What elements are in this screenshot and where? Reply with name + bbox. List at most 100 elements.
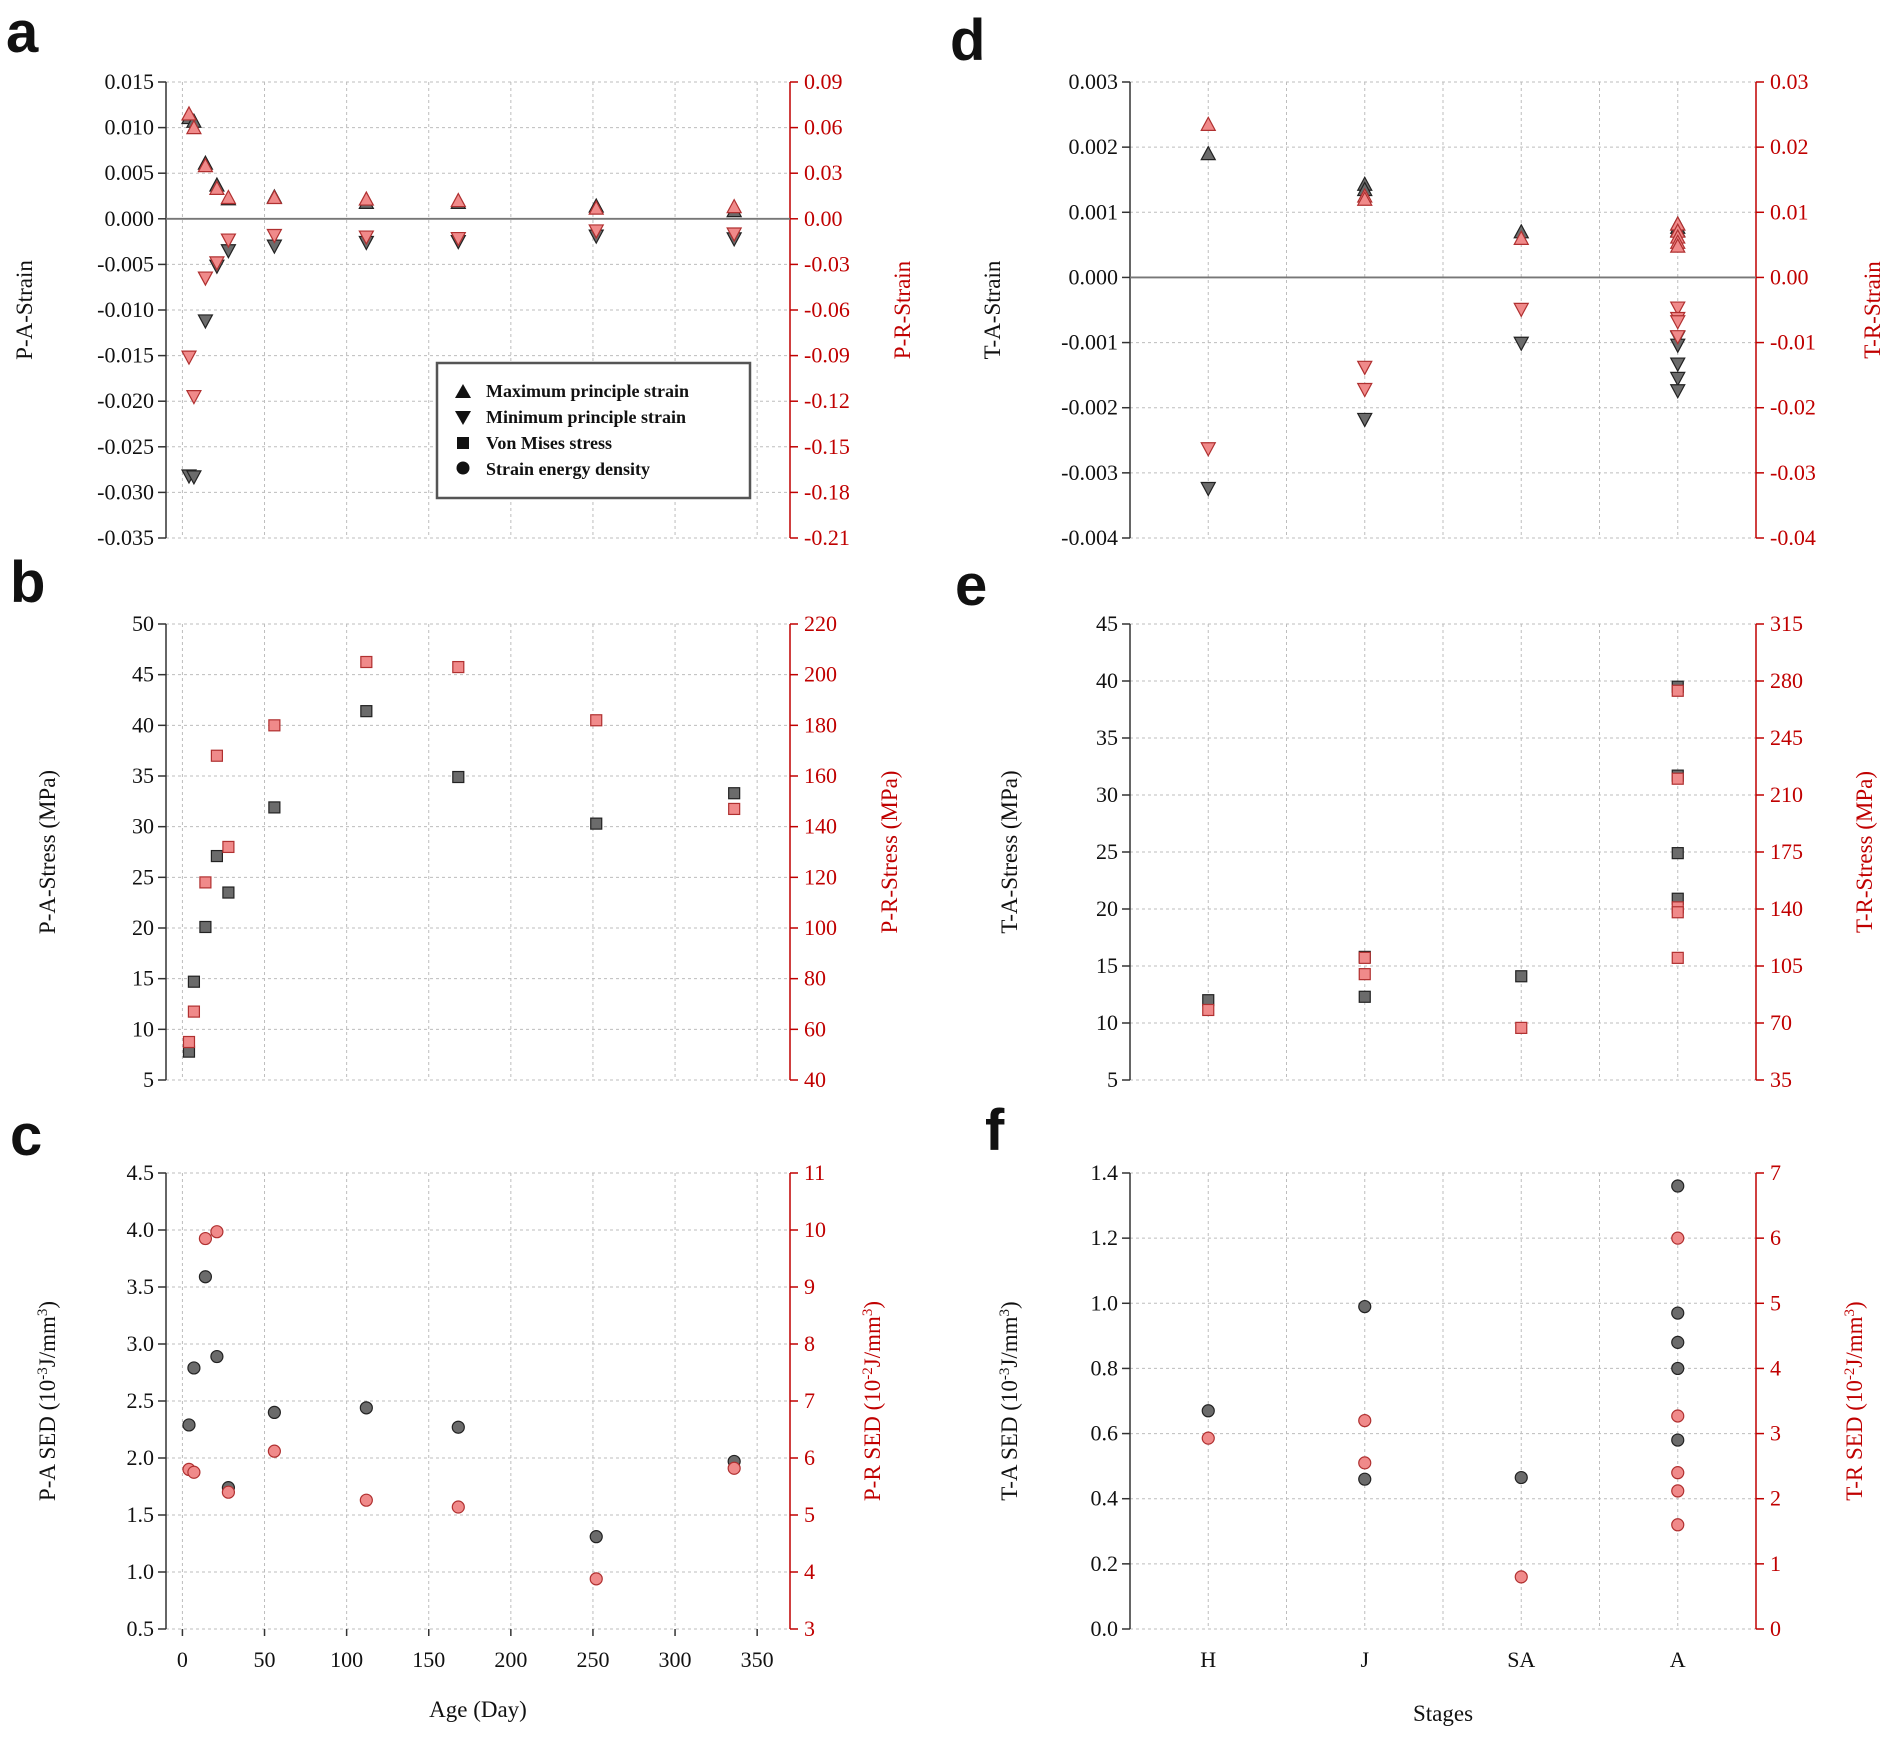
- data-point-right-circle: [221, 1485, 235, 1499]
- data-point-right-square: [1202, 1003, 1215, 1017]
- tick-label-left: 50: [132, 611, 154, 636]
- data-point-left-square: [1671, 847, 1684, 860]
- data-point-left-circle: [1358, 1472, 1372, 1486]
- data-point-right-triangle-down: [450, 231, 467, 247]
- data-point-left-square: [360, 705, 373, 718]
- data-point-right-triangle-up: [358, 190, 375, 206]
- tick-label-right: -0.18: [804, 479, 850, 504]
- data-point-right-square: [1358, 968, 1371, 981]
- tick-label-left: 1.0: [127, 1559, 155, 1584]
- data-point-right-triangle-down: [266, 228, 283, 244]
- data-point-left-triangle-down: [185, 470, 202, 486]
- tick-label-right: -0.06: [804, 297, 850, 322]
- legend-marker-triangle-up: [455, 384, 471, 398]
- data-point-right-circle: [1671, 1484, 1685, 1498]
- data-point-right-triangle-down: [220, 233, 237, 249]
- data-point-right-circle: [198, 1231, 213, 1246]
- tick-label-right: 7: [804, 1388, 815, 1413]
- tick-label-right: -0.12: [804, 388, 850, 413]
- tick-label-right: -0.09: [804, 343, 850, 368]
- tick-label-right: 0.06: [804, 115, 843, 140]
- tick-label-left: 10: [1096, 1010, 1118, 1035]
- axis-label-part: ): [860, 1301, 885, 1309]
- legend-label-sed: Strain energy density: [486, 459, 650, 479]
- chart-panel-b: 50 45 40 35 30 25 20 15 10 5 220 200 180 160 140 120 100…: [35, 611, 902, 1092]
- tick-label-right: 245: [1770, 725, 1803, 750]
- data-point-right-square: [1671, 684, 1684, 697]
- tick-label-right: -0.02: [1770, 395, 1816, 420]
- tick-label-left: -0.002: [1061, 395, 1118, 420]
- tick-label-right: -0.03: [1770, 460, 1816, 485]
- tick-label-left: 2.5: [127, 1388, 155, 1413]
- axis-label-part: T-R SED (10: [1842, 1380, 1867, 1501]
- data-point-right-triangle-down: [726, 227, 743, 243]
- tick-label-right: 140: [1770, 896, 1803, 921]
- tick-label-right: 0.01: [1770, 199, 1809, 224]
- data-point-left-circle: [359, 1401, 373, 1415]
- data-point-right-triangle-down: [1356, 360, 1373, 376]
- data-point-left-triangle-down: [1669, 384, 1686, 400]
- tick-label-left: 35: [1096, 725, 1118, 750]
- tick-label-left: 20: [1096, 896, 1118, 921]
- tick-label-left: 3.5: [127, 1274, 155, 1299]
- tick-label-left: 5: [143, 1067, 154, 1092]
- tick-label-x: 0: [177, 1647, 188, 1672]
- axis-label-part: ): [997, 1301, 1022, 1309]
- data-point-left-square: [199, 920, 212, 934]
- tick-label-left: 3.0: [127, 1331, 155, 1356]
- tick-label-right: 200: [804, 662, 837, 687]
- data-point-right-triangle-up: [1669, 237, 1686, 253]
- tick-label-left: 2.0: [127, 1445, 155, 1470]
- y-axis-label-left: P-A SED (10-3J/mm3): [35, 1301, 60, 1501]
- legend-box: [435, 361, 752, 500]
- tick-label-x: 300: [659, 1647, 692, 1672]
- legend-marker-square: [457, 437, 469, 449]
- tick-label-right: 3: [1770, 1421, 1781, 1446]
- tick-label-x: J: [1360, 1647, 1369, 1672]
- data-point-right-square: [728, 802, 741, 816]
- data-point-left-square: [187, 975, 201, 988]
- y-axis-label-left: T-A SED (10-3J/mm3): [997, 1301, 1022, 1500]
- y-axis-label-left: T-A-Strain: [980, 260, 1005, 359]
- tick-label-left: 0.8: [1091, 1355, 1119, 1380]
- data-point-left-circle: [1514, 1470, 1528, 1485]
- tick-label-right: -0.15: [804, 434, 850, 459]
- data-point-left-circle: [210, 1349, 224, 1364]
- tick-label-left: 0.2: [1091, 1551, 1119, 1576]
- tick-label-x: 100: [330, 1647, 363, 1672]
- data-point-left-circle: [187, 1361, 201, 1375]
- tick-label-x: SA: [1507, 1647, 1535, 1672]
- data-point-right-triangle-up: [266, 189, 283, 205]
- tick-label-right: 1: [1770, 1551, 1781, 1576]
- tick-label-x: A: [1670, 1647, 1686, 1672]
- data-point-right-square: [210, 749, 224, 762]
- y-axis-label-right: T-R SED (10-2J/mm3): [1842, 1301, 1867, 1500]
- data-point-right-circle: [187, 1465, 201, 1479]
- tick-label-left: 0.5: [127, 1616, 155, 1641]
- axis-label-part: J/mm: [860, 1316, 885, 1367]
- tick-label-left: 0.015: [105, 69, 155, 94]
- data-point-right-triangle-down: [1200, 442, 1217, 458]
- data-point-left-circle: [1671, 1335, 1685, 1349]
- tick-label-right: 60: [804, 1016, 826, 1041]
- data-point-right-square: [1671, 951, 1684, 964]
- data-point-right-triangle-up: [1200, 116, 1217, 131]
- tick-label-left: 0.0: [1091, 1616, 1119, 1641]
- tick-label-left: 4.5: [127, 1160, 155, 1185]
- tick-label-right: -0.03: [804, 251, 850, 276]
- data-point-right-triangle-down: [197, 271, 214, 287]
- data-point-left-square: [452, 770, 465, 784]
- tick-label-right: 3: [804, 1616, 815, 1641]
- data-point-left-circle: [198, 1270, 213, 1284]
- data-point-left-triangle-down: [197, 314, 214, 330]
- tick-label-right: 70: [1770, 1010, 1792, 1035]
- tick-label-right: 35: [1770, 1067, 1792, 1092]
- data-point-right-circle: [1201, 1431, 1215, 1445]
- tick-label-right: 5: [1770, 1290, 1781, 1315]
- tick-label-left: 15: [132, 966, 154, 991]
- tick-label-left: 20: [132, 915, 154, 940]
- tick-label-left: -0.004: [1061, 525, 1118, 550]
- axis-label-part: J/mm: [35, 1316, 60, 1367]
- tick-label-right: 0.00: [804, 206, 843, 231]
- data-point-right-circle: [1358, 1456, 1372, 1470]
